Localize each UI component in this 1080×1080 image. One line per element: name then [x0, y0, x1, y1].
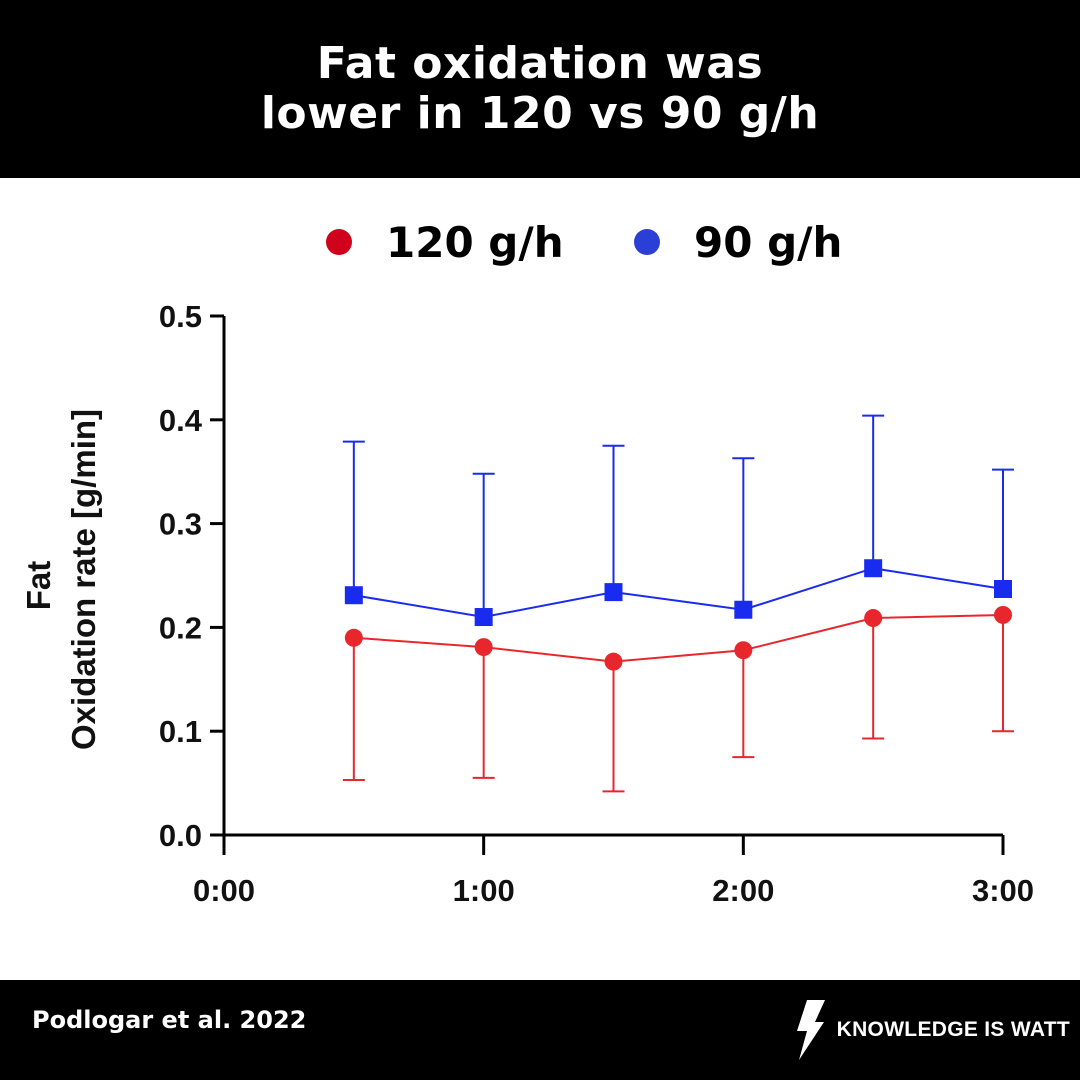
- series-line-90: [353, 567, 1004, 619]
- y-axis-label-line-1: Fat: [20, 561, 57, 611]
- title-line-1: Fat oxidation was: [316, 38, 764, 89]
- title-line-2: lower in 120 vs 90 g/h: [260, 88, 820, 139]
- data-point-120: [864, 609, 883, 628]
- series-line-120: [353, 613, 1004, 663]
- legend-item-120: 120 g/h: [326, 212, 564, 272]
- data-point-90: [604, 583, 623, 602]
- legend-label-120: 120 g/h: [386, 217, 564, 267]
- x-tick-label: 3:00: [972, 873, 1034, 908]
- chart-legend: 120 g/h 90 g/h: [0, 212, 1080, 272]
- y-axis-label-line-2: Oxidation rate [g/min]: [65, 409, 102, 750]
- y-tick-label: 0.2: [159, 610, 202, 645]
- data-point-120: [604, 652, 623, 671]
- legend-item-90: 90 g/h: [634, 212, 842, 272]
- brand-logo: KNOWLEDGE IS WATT: [795, 994, 1070, 1066]
- x-tick-label: 0:00: [193, 873, 255, 908]
- data-point-120: [994, 605, 1012, 624]
- source-citation: Podlogar et al. 2022: [32, 1006, 307, 1034]
- y-tick-label: 0.1: [159, 714, 202, 749]
- footer-bar: Podlogar et al. 2022 KNOWLEDGE IS WATT: [0, 980, 1080, 1080]
- data-point-120: [474, 638, 493, 657]
- x-tick-label: 1:00: [453, 873, 515, 908]
- legend-marker-120: [326, 229, 352, 255]
- title-banner: Fat oxidation was lower in 120 vs 90 g/h: [0, 0, 1080, 178]
- y-tick-label: 0.5: [159, 299, 202, 334]
- data-point-120: [344, 628, 363, 647]
- brand-name: KNOWLEDGE IS WATT: [836, 1018, 1070, 1041]
- data-point-90: [864, 559, 883, 578]
- data-point-90: [994, 579, 1012, 598]
- lightning-bolt-icon: [796, 1000, 825, 1060]
- legend-marker-90: [634, 229, 660, 255]
- y-tick-label: 0.3: [159, 507, 202, 542]
- data-point-90: [474, 608, 493, 627]
- data-point-90: [344, 586, 363, 605]
- x-tick-label: 2:00: [712, 873, 774, 908]
- data-point-90: [734, 600, 753, 619]
- data-point-120: [734, 641, 753, 660]
- y-tick-label: 0.0: [159, 818, 202, 853]
- y-tick-label: 0.4: [159, 403, 203, 438]
- legend-label-90: 90 g/h: [694, 217, 843, 267]
- fat-oxidation-chart: 0.0 0.1 0.2 0.3 0.4 0.5 0:00 1:00 2:00 3:00 Fat Oxi…: [20, 299, 1034, 908]
